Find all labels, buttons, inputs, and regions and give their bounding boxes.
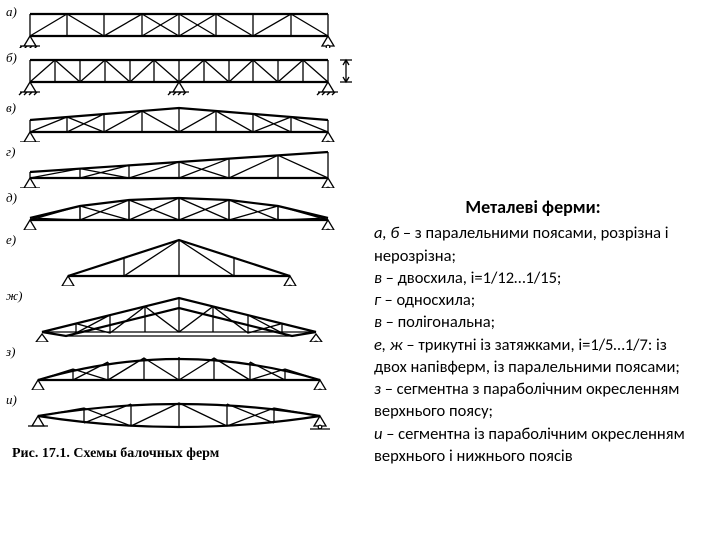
truss-row-z: з) — [8, 346, 366, 390]
truss-v-svg — [8, 102, 363, 142]
row-label: и) — [6, 392, 17, 408]
legend-text: – сегментна з параболічним окресленням в… — [374, 379, 679, 421]
row-label: г) — [6, 144, 15, 160]
legend-line: а, б – з паралельними поясами, розрізна … — [374, 222, 692, 267]
truss-d-svg — [8, 192, 363, 230]
row-label: д) — [6, 190, 17, 206]
legend-line: и – сегментна із параболічним окреслення… — [374, 423, 692, 468]
figure-caption: Рис. 17.1. Схемы балочных ферм — [12, 446, 366, 462]
truss-z-svg — [8, 346, 363, 390]
legend-text: – з паралельними поясами, розрізна і нер… — [374, 223, 669, 265]
row-label: е) — [6, 232, 16, 248]
truss-a-svg — [8, 6, 363, 48]
truss-i-svg — [8, 394, 363, 434]
legend-line: е, ж – трикутні із затяжками, і=1/5…1/7:… — [374, 334, 692, 379]
legend-line: з – сегментна з параболічним окресленням… — [374, 378, 692, 423]
legend-body: а, б – з паралельними поясами, розрізна … — [374, 222, 692, 467]
truss-row-i: и) — [8, 394, 366, 434]
legend-italic: е, ж — [374, 335, 403, 355]
diagram-column: а) — [0, 0, 370, 540]
row-label: б) — [6, 50, 17, 66]
legend-column: Металеві ферми: а, б – з паралельними по… — [370, 0, 720, 540]
row-label: в) — [6, 100, 16, 116]
truss-row-b: б) — [8, 52, 366, 98]
legend-text: – двосхила, і=1/12…1/15; — [382, 268, 561, 288]
row-label: а) — [6, 4, 17, 20]
truss-b-svg — [8, 52, 378, 98]
legend-italic: в — [374, 268, 382, 288]
truss-e-svg — [8, 234, 363, 286]
truss-row-d: д) — [8, 192, 366, 230]
truss-row-e: е) — [8, 234, 366, 286]
legend-italic: г — [374, 290, 381, 310]
legend-italic: в — [374, 312, 382, 332]
page: а) — [0, 0, 720, 540]
legend-text: – односхила; — [381, 290, 475, 310]
legend-title: Металеві ферми: — [374, 195, 692, 219]
legend-line: в – полігональна; — [374, 311, 692, 333]
truss-row-g: г) — [8, 146, 366, 188]
truss-zh-svg — [8, 290, 363, 342]
truss-row-a: а) — [8, 6, 366, 48]
truss-g-svg — [8, 146, 363, 188]
truss-row-v: в) — [8, 102, 366, 142]
legend-text: – сегментна із параболічним окресленням … — [374, 424, 685, 466]
legend-italic: а, б — [374, 223, 399, 243]
legend-line: в – двосхила, і=1/12…1/15; — [374, 267, 692, 289]
truss-row-zh: ж) — [8, 290, 366, 342]
legend-italic: з — [374, 379, 381, 399]
legend-line: г – односхила; — [374, 289, 692, 311]
row-label: ж) — [6, 288, 22, 304]
legend-text: – полігональна; — [382, 312, 495, 332]
legend-text: – трикутні із затяжками, і=1/5…1/7: із д… — [374, 335, 680, 377]
row-label: з) — [6, 344, 15, 360]
